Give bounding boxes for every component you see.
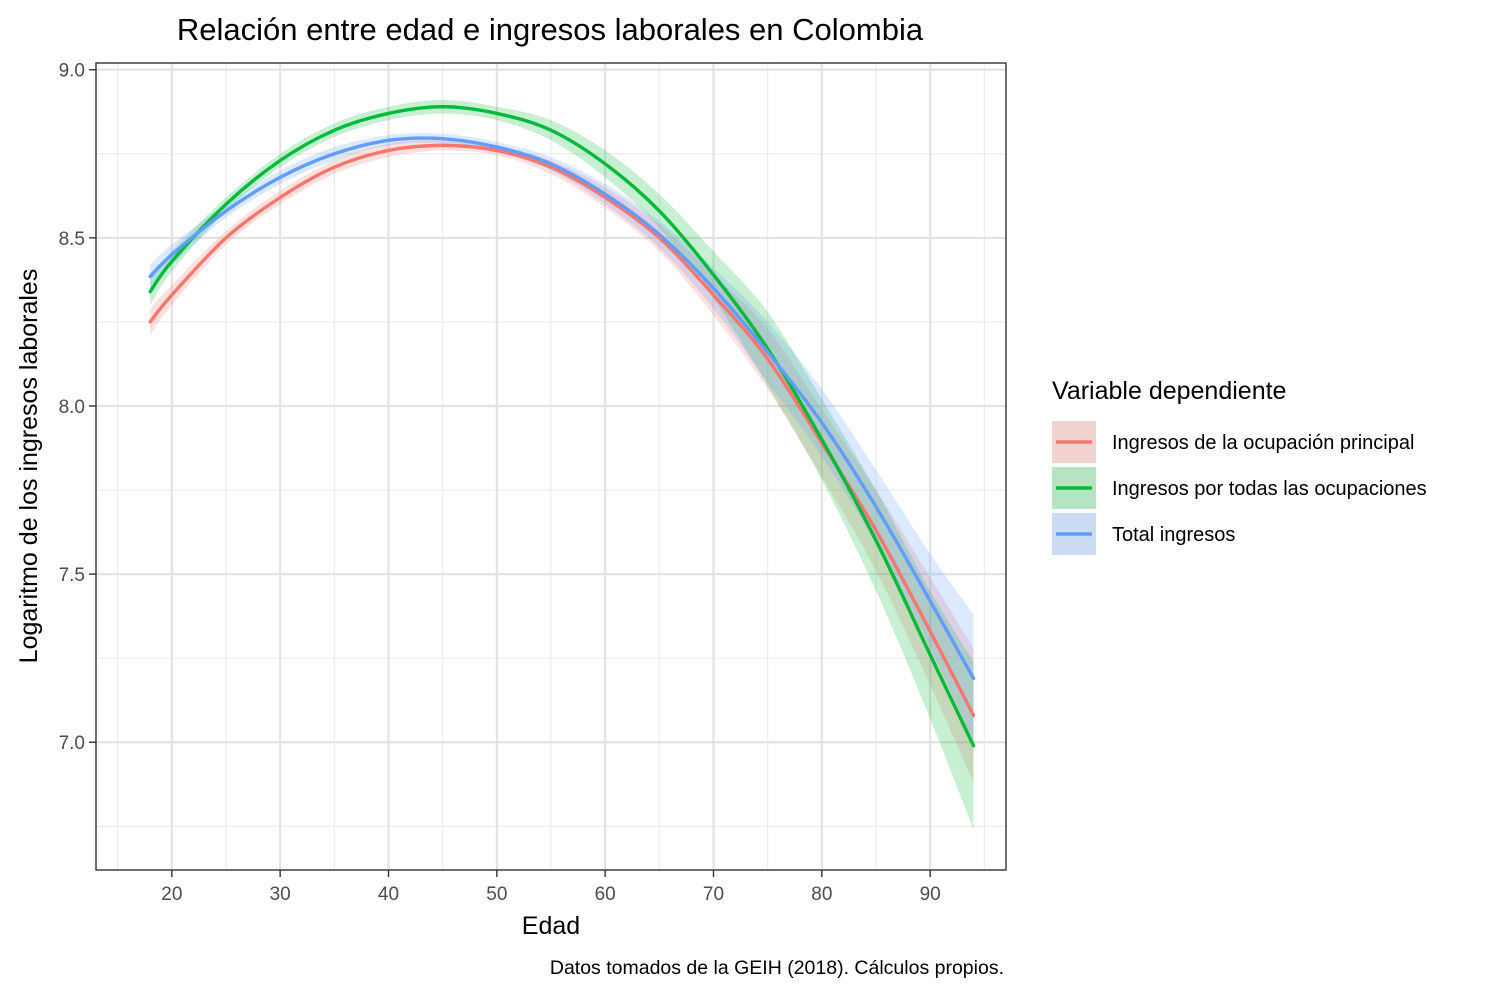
y-tick-label: 9.0 [59,61,85,82]
y-tick-label: 7.0 [59,733,85,754]
legend-label: Total ingresos [1112,524,1235,546]
x-tick-label: 90 [920,884,941,905]
legend-label: Ingresos de la ocupación principal [1112,432,1414,454]
x-axis-title: Edad [522,912,580,940]
x-tick-label: 50 [486,884,507,905]
legend-label: Ingresos por todas las ocupaciones [1112,478,1427,500]
confidence-ribbons [150,99,974,830]
x-tick-label: 20 [161,884,182,905]
y-axis-title: Logaritmo de los ingresos laborales [15,269,43,664]
x-tick-label: 30 [270,884,291,905]
plot-border [95,62,1007,871]
series-lines [148,105,976,748]
y-tick-label: 8.0 [59,397,85,418]
legend-title: Variable dependiente [1052,377,1286,405]
grid-minor [96,63,1006,870]
chart-title: Relación entre edad e ingresos laborales… [177,12,924,47]
y-tick-label: 8.5 [59,229,85,250]
legend-item: Ingresos por todas las ocupaciones [1052,467,1427,509]
legend: Variable dependiente Ingresos de la ocup… [1052,377,1427,555]
series-line [148,136,976,681]
legend-item: Ingresos de la ocupación principal [1052,421,1414,463]
y-axis: 7.0 7.5 8.0 8.5 9.0 [59,61,96,754]
x-tick-label: 40 [378,884,399,905]
legend-item: Total ingresos [1052,513,1235,555]
chart-caption: Datos tomados de la GEIH (2018). Cálculo… [550,957,1004,979]
series-line [148,143,976,718]
confidence-band [150,133,974,743]
x-axis: 20 30 40 50 60 70 80 90 [161,870,941,905]
x-tick-label: 80 [811,884,832,905]
x-tick-label: 60 [595,884,616,905]
y-tick-label: 7.5 [59,565,85,586]
x-tick-label: 70 [703,884,724,905]
series-line [148,105,976,748]
